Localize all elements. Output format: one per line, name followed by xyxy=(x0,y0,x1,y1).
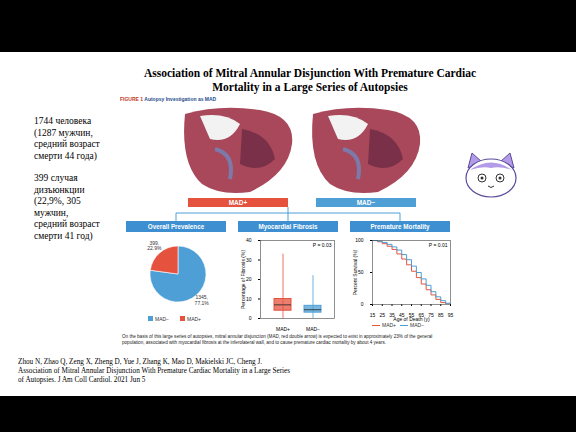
svg-text:MAD−: MAD− xyxy=(155,316,169,322)
svg-text:P = 0.03: P = 0.03 xyxy=(313,242,332,248)
html-text:Association of Mitral Annular: Association of Mitral Annular Disjunctio… xyxy=(18,367,291,375)
svg-text:20: 20 xyxy=(246,276,252,282)
svg-text:Age of Death (y): Age of Death (y) xyxy=(393,316,430,322)
svg-text:P = 0.01: P = 0.01 xyxy=(429,242,448,248)
svg-text:50: 50 xyxy=(358,269,364,275)
svg-text:40: 40 xyxy=(246,237,252,243)
html-text:Overall Prevalence: Overall Prevalence xyxy=(147,223,205,230)
html-text:MAD−: MAD− xyxy=(356,199,376,206)
svg-text:Percentage of Fibrosis (%): Percentage of Fibrosis (%) xyxy=(240,250,246,310)
svg-text:MAD+: MAD+ xyxy=(276,326,290,332)
svg-text:10: 10 xyxy=(246,296,252,302)
svg-text:1345,77.1%: 1345,77.1% xyxy=(195,294,210,306)
html-text:MAD+: MAD+ xyxy=(382,322,396,328)
html-text:of Autopsies. J Am Coll Cardio: of Autopsies. J Am Coll Cardiol. 2021 Ju… xyxy=(18,376,146,384)
html-text:MAD−: MAD− xyxy=(410,322,425,328)
svg-text:399,22.9%: 399,22.9% xyxy=(147,240,162,252)
html-text:MAD+: MAD+ xyxy=(228,199,248,206)
svg-text:0: 0 xyxy=(361,301,364,307)
svg-text:35: 35 xyxy=(389,312,395,318)
svg-text:MAD+: MAD+ xyxy=(187,316,201,322)
svg-text:85: 85 xyxy=(438,312,444,318)
svg-text:30: 30 xyxy=(246,257,252,263)
svg-text:25: 25 xyxy=(379,312,385,318)
html-text:Zhou N, Zhao Q, Zeng X, Zheng: Zhou N, Zhao Q, Zeng X, Zheng D, Yue J, … xyxy=(18,358,263,366)
html-text:Myocardial Fibrosis: Myocardial Fibrosis xyxy=(258,223,318,230)
svg-text:100: 100 xyxy=(355,237,364,243)
svg-text:MAD−: MAD− xyxy=(306,326,320,332)
svg-text:75: 75 xyxy=(428,312,434,318)
html-text:FIGURE 1 Autopsy Investigation: FIGURE 1 Autopsy Investigation as MAD xyxy=(120,96,217,102)
html-text:399 случая дизъюнкции (22,9%,: 399 случая дизъюнкции (22,9%, 305 мужчин… xyxy=(34,173,100,241)
html-text:1744 человека (1287 мужчин, ср: 1744 человека (1287 мужчин, средний возр… xyxy=(34,116,100,161)
html-text:Premature Mortality: Premature Mortality xyxy=(370,223,430,230)
svg-text:95: 95 xyxy=(448,312,454,318)
svg-text:Percent Survival (%): Percent Survival (%) xyxy=(352,249,358,295)
html-text:On the basis of this large ser: On the basis of this large series of aut… xyxy=(122,334,433,345)
svg-text:15: 15 xyxy=(370,312,376,318)
svg-text:0: 0 xyxy=(249,315,252,321)
html-text:Association of Mitral Annular: Association of Mitral Annular Disjunctio… xyxy=(143,67,477,93)
